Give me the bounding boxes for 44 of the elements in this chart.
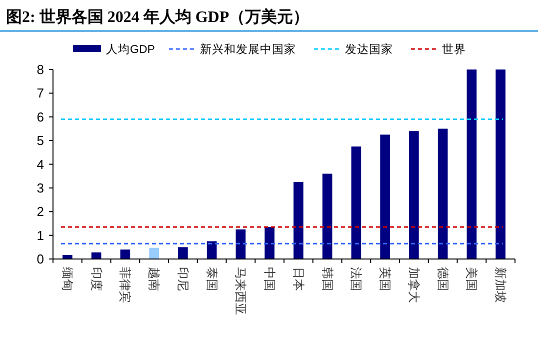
x-tick-label: 越南 (147, 267, 162, 291)
bar (264, 227, 274, 259)
x-tick-label: 马来西亚 (234, 267, 248, 315)
bar (496, 70, 506, 259)
legend-label: 人均GDP (106, 43, 156, 56)
bar (409, 131, 419, 259)
y-tick-label: 3 (36, 180, 44, 196)
bar (236, 229, 246, 259)
bar (178, 247, 188, 259)
x-tick-label: 英国 (378, 267, 392, 291)
x-tick-label: 加拿大 (406, 267, 421, 303)
y-tick-label: 7 (36, 86, 44, 101)
y-tick-label: 6 (36, 109, 44, 124)
legend-label: 发达国家 (344, 42, 393, 56)
chart-title: 图2: 世界各国 2024 年人均 GDP（万美元） (6, 7, 310, 26)
bar (206, 241, 217, 259)
bar (294, 182, 304, 259)
bar (351, 146, 362, 259)
x-tick-label: 印度 (89, 267, 104, 291)
legend-label: 世界 (442, 43, 466, 56)
y-tick-label: 5 (36, 133, 44, 148)
x-tick-label: 法国 (349, 267, 364, 291)
legend-label: 新兴和发展中国家 (200, 42, 296, 56)
x-tick-label: 缅甸 (60, 267, 74, 291)
x-tick-label: 泰国 (204, 267, 219, 291)
x-tick-label: 中国 (262, 267, 277, 291)
x-tick-label: 韩国 (320, 267, 334, 291)
x-tick-label: 德国 (436, 267, 450, 291)
y-tick-label: 1 (36, 228, 44, 243)
bar (322, 174, 332, 259)
y-tick-label: 2 (36, 204, 44, 220)
y-tick-label: 0 (36, 252, 44, 266)
x-tick-label: 美国 (464, 267, 479, 291)
x-tick-label: 印尼 (176, 267, 190, 291)
bar (120, 250, 130, 259)
bar (380, 134, 390, 259)
y-tick-label: 4 (36, 156, 44, 172)
bar (466, 70, 477, 259)
bar (438, 128, 448, 259)
x-tick-label: 新加坡 (494, 267, 508, 303)
bar (149, 248, 159, 259)
x-tick-label: 日本 (291, 267, 306, 291)
x-tick-label: 菲律宾 (118, 267, 132, 303)
y-tick-label: 8 (36, 62, 44, 77)
